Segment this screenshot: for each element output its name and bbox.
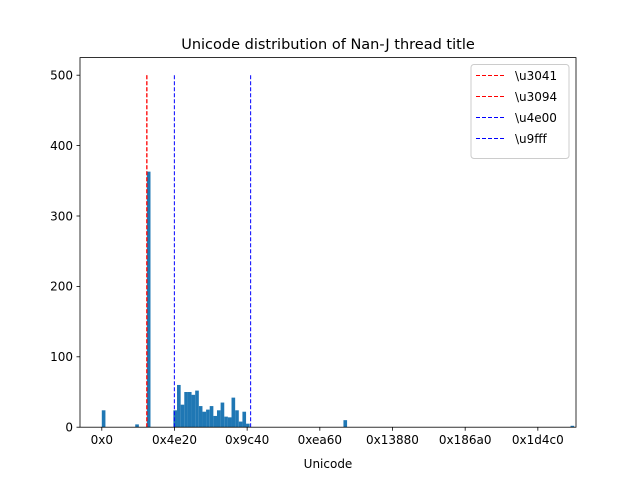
plot-frame <box>79 57 577 428</box>
x-tick-label: 0x9c40 <box>225 433 269 447</box>
histogram-bar-24 <box>343 420 348 428</box>
histogram-bar-1 <box>135 424 139 428</box>
legend: \u3041 \u3094 \u4e00 \u9fff <box>470 64 570 159</box>
histogram-bar-3 <box>173 410 178 428</box>
histogram-bar-21 <box>238 421 243 428</box>
histogram-bar-23 <box>246 423 250 428</box>
legend-label: \u3041 <box>515 69 557 83</box>
histogram-bar-25 <box>570 425 575 428</box>
x-axis-label: Unicode <box>304 457 353 471</box>
legend-box <box>470 64 570 159</box>
y-tick-label: 200 <box>50 280 73 294</box>
x-tick-label: 0x4e20 <box>152 433 197 447</box>
histogram-bar-6 <box>184 392 188 428</box>
histogram-bar-7 <box>187 392 192 428</box>
histogram-bars <box>101 171 575 428</box>
y-axis: 0 100 200 300 400 500 <box>50 69 80 435</box>
histogram-bar-8 <box>191 394 196 428</box>
histogram-bar-11 <box>202 411 207 428</box>
histogram-bar-18 <box>227 417 232 428</box>
histogram-bar-19 <box>231 397 236 428</box>
histogram-bar-4 <box>177 384 181 428</box>
histogram-bar-20 <box>235 410 239 428</box>
y-tick-label: 300 <box>50 209 73 223</box>
histogram-bar-9 <box>195 390 199 428</box>
x-tick-label: 0xea60 <box>298 433 342 447</box>
legend-label: \u3094 <box>515 90 557 104</box>
chart-title: Unicode distribution of Nan-J thread tit… <box>181 37 475 53</box>
y-tick-label: 100 <box>50 350 73 364</box>
x-tick-label: 0x13880 <box>366 433 419 447</box>
reference-lines <box>146 75 252 428</box>
histogram-bar-5 <box>180 404 185 428</box>
histogram-bar-12 <box>206 409 210 428</box>
legend-label: \u9fff <box>515 132 548 146</box>
x-tick-label: 0x186a0 <box>439 433 492 447</box>
y-tick-label: 0 <box>65 421 73 435</box>
histogram-bar-15 <box>216 410 221 428</box>
histogram-bar-13 <box>209 406 214 428</box>
histogram-bar-16 <box>220 402 225 428</box>
histogram-bar-10 <box>198 406 203 428</box>
histogram-bar-0 <box>101 410 106 428</box>
histogram-bar-14 <box>213 415 217 428</box>
y-tick-label: 400 <box>50 139 73 153</box>
x-axis: 0x0 0x4e20 0x9c40 0xea60 0x13880 0x186a0 0x1d4… <box>91 427 564 447</box>
x-tick-label: 0x1d4c0 <box>512 433 564 447</box>
histogram-bar-17 <box>224 416 228 428</box>
x-tick-label: 0x0 <box>91 433 113 447</box>
legend-label: \u4e00 <box>515 111 557 125</box>
histogram-bar-2 <box>146 171 151 428</box>
y-tick-label: 500 <box>50 69 73 83</box>
histogram-bar-22 <box>242 411 247 428</box>
